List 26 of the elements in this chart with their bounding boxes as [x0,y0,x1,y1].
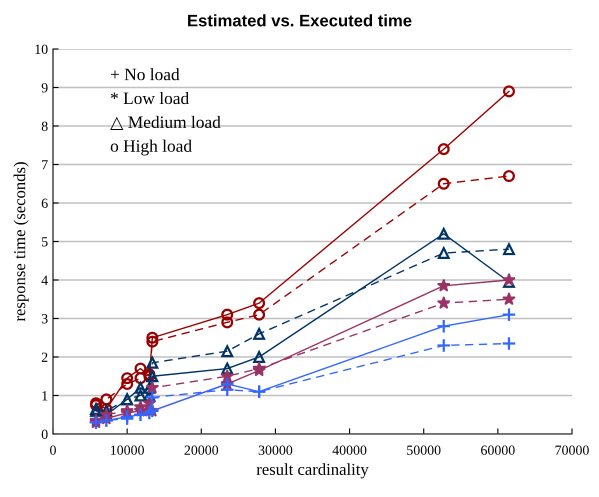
y-tick-label: 10 [35,44,48,54]
x-tick-label: 0 [50,446,56,455]
y-tick-label: 9 [42,83,48,92]
y-tick-label: 4 [41,276,48,285]
y-tick-label: 1 [42,391,48,400]
annotation: + No load [110,68,180,80]
x-tick-label: 20000 [184,446,218,455]
x-axis-title: result cardinality [256,463,369,478]
x-tick-label: 30000 [258,446,292,455]
y-tick-label: 7 [42,160,48,170]
y-tick-label: 5 [42,237,48,246]
y-tick-label: 2 [42,352,48,362]
chart-title: Estimated vs. Executed time [188,14,412,26]
y-tick-label: 3 [42,314,48,324]
y-tick-label: 0 [42,430,48,439]
annotation: o High load [110,140,192,156]
x-tick-label: 10000 [111,446,144,455]
y-axis-title: response time (seconds) [14,162,29,322]
x-tick-label: 40000 [332,446,366,455]
x-tick-label: 50000 [407,446,441,455]
x-tick-label: 70000 [556,446,589,455]
annotation: * Low load [110,92,189,104]
x-tick-label: 60000 [481,446,515,455]
y-tick-label: 8 [42,122,48,131]
y-tick-label: 6 [42,198,48,208]
annotation: △ Medium load [110,116,221,130]
